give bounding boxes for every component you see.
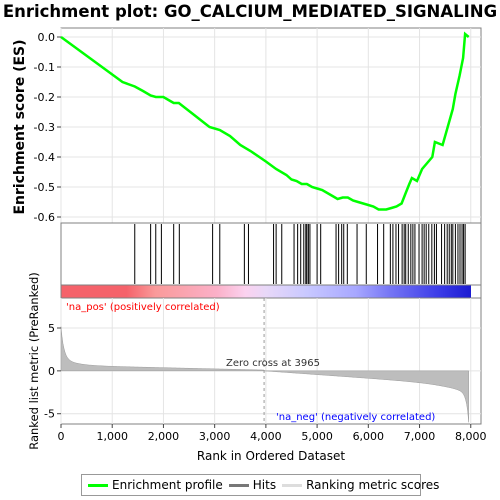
es-gridlines bbox=[60, 28, 481, 223]
legend-swatch-enrichment bbox=[88, 483, 108, 487]
legend-item-hits: Hits bbox=[228, 478, 277, 492]
legend-label-enrichment: Enrichment profile bbox=[112, 478, 223, 492]
rank-tick-label: 5 bbox=[48, 322, 55, 335]
rank-y-axis-label: Ranked list metric (PreRanked) bbox=[27, 272, 41, 450]
legend-item-ranking: Ranking metric scores bbox=[282, 478, 439, 492]
es-tick-label: -0.1 bbox=[34, 61, 55, 74]
rank-tick-label: -5 bbox=[44, 408, 55, 421]
es-y-axis-label: Enrichment score (ES) bbox=[12, 39, 28, 214]
x-tick-label: 0 bbox=[58, 430, 65, 443]
legend-swatch-ranking bbox=[282, 483, 303, 487]
x-axis-label: Rank in Ordered Dataset bbox=[197, 449, 345, 463]
rank-panel-frame bbox=[60, 297, 482, 425]
x-tick-label: 7,000 bbox=[404, 430, 436, 443]
legend: Enrichment profile Hits Ranking metric s… bbox=[81, 474, 439, 496]
chart-title: Enrichment plot: GO_CALCIUM_MEDIATED_SIG… bbox=[2, 2, 498, 21]
x-tick-label: 5,000 bbox=[301, 430, 333, 443]
hits-panel-frame bbox=[60, 222, 482, 286]
rank-tick-label: 0 bbox=[48, 365, 55, 378]
legend-item-enrichment: Enrichment profile bbox=[88, 478, 223, 492]
es-tick-label: -0.4 bbox=[34, 151, 55, 164]
x-tick-label: 2,000 bbox=[148, 430, 180, 443]
rank-y-ticks: 5 0 -5 bbox=[44, 322, 61, 421]
es-tick-label: -0.3 bbox=[34, 121, 55, 134]
es-tick-label: 0.0 bbox=[38, 31, 56, 44]
es-tick-label: -0.5 bbox=[34, 181, 55, 194]
x-tick-label: 3,000 bbox=[199, 430, 231, 443]
es-tick-label: -0.6 bbox=[34, 211, 55, 224]
es-tick-label: -0.2 bbox=[34, 91, 55, 104]
x-tick-label: 4,000 bbox=[250, 430, 282, 443]
zero-cross-label: Zero cross at 3965 bbox=[226, 358, 320, 369]
legend-label-ranking: Ranking metric scores bbox=[306, 478, 440, 492]
x-tick-label: 8,000 bbox=[455, 430, 487, 443]
ranking-metric-area bbox=[60, 326, 469, 423]
es-y-ticks: 0.0 -0.1 -0.2 -0.3 -0.4 -0.5 -0.6 bbox=[34, 31, 61, 224]
x-tick-label: 1,000 bbox=[96, 430, 128, 443]
x-axis-ticks: 0 1,000 2,000 3,000 4,000 5,000 6,000 7,000 8,00… bbox=[58, 424, 487, 443]
legend-label-hits: Hits bbox=[252, 478, 277, 492]
es-panel-frame bbox=[60, 27, 482, 224]
hit-marks bbox=[134, 224, 466, 284]
legend-swatch-hits bbox=[228, 483, 249, 487]
x-tick-label: 6,000 bbox=[353, 430, 385, 443]
rank-color-bar bbox=[61, 285, 471, 298]
negative-correlation-label: 'na_neg' (negatively correlated) bbox=[276, 412, 435, 423]
positive-correlation-label: 'na_pos' (positively correlated) bbox=[66, 302, 220, 313]
enrichment-profile-line bbox=[60, 31, 470, 211]
